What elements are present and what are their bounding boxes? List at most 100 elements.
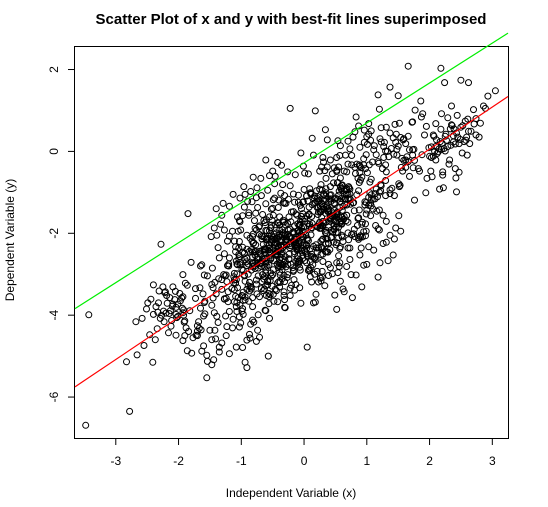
best-fit-line — [74, 32, 509, 310]
data-point — [289, 267, 297, 275]
data-point — [195, 324, 203, 332]
data-point — [259, 271, 267, 279]
data-point — [308, 224, 316, 232]
y-tick-label: 0 — [47, 148, 61, 155]
data-point — [257, 251, 265, 259]
data-point — [284, 195, 292, 203]
data-point — [470, 120, 478, 128]
data-point — [367, 212, 375, 220]
data-point — [380, 143, 388, 150]
data-point — [276, 268, 284, 276]
data-point — [171, 287, 179, 295]
data-point — [241, 190, 249, 198]
data-point — [297, 299, 305, 307]
data-point — [312, 290, 320, 298]
data-point — [262, 282, 270, 290]
data-point — [286, 104, 294, 112]
data-point — [384, 257, 392, 265]
data-point — [143, 305, 150, 313]
data-point — [345, 236, 353, 244]
data-point — [431, 147, 439, 155]
data-point — [466, 140, 474, 148]
data-point — [179, 271, 187, 279]
data-point — [386, 186, 394, 194]
data-point — [229, 315, 237, 323]
data-point — [200, 271, 208, 279]
data-point — [274, 251, 282, 259]
data-point — [325, 272, 332, 279]
data-point — [225, 202, 233, 210]
data-point — [382, 123, 390, 131]
data-point — [234, 284, 241, 292]
data-point — [457, 123, 465, 131]
data-point — [439, 168, 447, 176]
data-point — [338, 220, 346, 228]
data-point — [458, 149, 466, 157]
data-point — [374, 225, 382, 233]
data-point — [138, 314, 146, 322]
data-point — [411, 156, 418, 164]
data-point — [256, 333, 263, 341]
data-point — [249, 260, 257, 268]
data-point — [184, 210, 192, 218]
data-point — [218, 211, 226, 219]
data-point — [274, 264, 282, 272]
data-point — [277, 189, 285, 197]
data-point — [342, 151, 349, 159]
data-point — [355, 187, 363, 195]
data-point — [382, 192, 390, 200]
data-point — [278, 161, 285, 169]
data-point — [245, 211, 253, 219]
data-point — [457, 76, 465, 84]
data-point — [301, 169, 309, 177]
data-point — [274, 248, 282, 256]
data-point — [276, 278, 284, 286]
data-point — [375, 226, 383, 234]
data-point — [363, 133, 371, 141]
data-point — [222, 271, 230, 279]
data-point — [427, 167, 435, 175]
data-point — [266, 277, 274, 285]
data-point — [296, 256, 304, 264]
data-point — [149, 281, 157, 289]
data-point — [159, 283, 167, 291]
data-point — [319, 258, 327, 265]
data-point — [262, 156, 270, 164]
data-point — [291, 171, 299, 179]
data-point — [308, 134, 316, 142]
data-point — [484, 92, 492, 100]
data-point — [336, 142, 344, 150]
data-point — [208, 264, 216, 272]
data-point — [411, 196, 418, 204]
data-point — [437, 64, 445, 72]
data-point — [237, 226, 245, 234]
data-point — [152, 303, 160, 311]
data-point — [249, 240, 257, 247]
data-point — [452, 174, 460, 182]
data-point — [335, 191, 343, 199]
data-point — [310, 199, 318, 207]
data-point — [310, 299, 317, 307]
data-point — [306, 245, 314, 253]
data-point — [133, 351, 141, 359]
data-point — [397, 134, 405, 141]
data-point — [326, 156, 334, 164]
data-point — [348, 161, 356, 169]
data-point — [279, 181, 287, 189]
data-point — [192, 331, 200, 339]
data-point — [319, 154, 327, 161]
data-point — [165, 329, 172, 337]
data-point — [253, 184, 261, 192]
data-point — [281, 253, 289, 261]
data-point — [356, 143, 364, 151]
data-point — [264, 246, 272, 254]
data-point — [344, 137, 352, 145]
data-point — [395, 119, 403, 127]
data-point — [245, 209, 253, 217]
data-point — [439, 171, 447, 179]
data-point — [178, 294, 186, 302]
data-point — [367, 175, 375, 183]
data-point — [213, 231, 221, 239]
data-point — [307, 190, 315, 198]
data-point — [360, 126, 368, 134]
